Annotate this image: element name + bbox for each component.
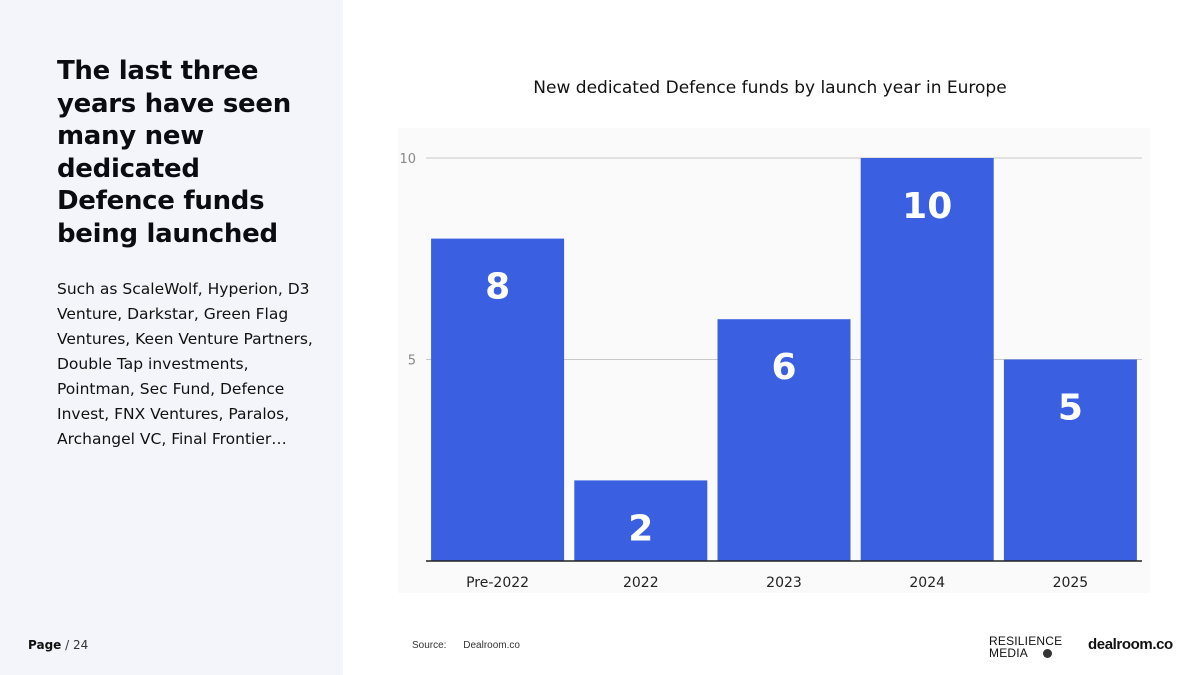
bar-2022 bbox=[574, 480, 708, 561]
x-tick-label-2023: 2023 bbox=[766, 575, 802, 591]
bar-2025 bbox=[1003, 359, 1137, 561]
chart-title: New dedicated Defence funds by launch ye… bbox=[533, 78, 1007, 98]
source-note: Source: Dealroom.co bbox=[412, 640, 520, 651]
page-number: Page / 24 bbox=[28, 638, 88, 652]
bar-2024 bbox=[860, 158, 994, 561]
left-panel bbox=[0, 0, 343, 675]
resilience-media-logo: RESILIENCE MEDIA bbox=[989, 635, 1062, 659]
resilience-logo-line1: RESILIENCE bbox=[989, 634, 1063, 648]
y-tick-label-5: 5 bbox=[408, 354, 416, 369]
data-label-2024: 10 bbox=[902, 186, 952, 227]
data-label-2022: 2 bbox=[628, 508, 653, 549]
x-tick-label-2024: 2024 bbox=[909, 575, 945, 591]
page-label: Page bbox=[28, 638, 62, 652]
bar-2023 bbox=[717, 319, 851, 561]
y-tick-label-10: 10 bbox=[399, 152, 416, 167]
dealroom-logo: dealroom.co bbox=[1088, 636, 1173, 653]
slide-body-text: Such as ScaleWolf, Hyperion, D3 Venture,… bbox=[57, 280, 313, 448]
bar-chart: 5 10 8 Pre-2022 2 2022 6 2023 10 2024 5 2025 bbox=[398, 128, 1150, 593]
source-label: Source: bbox=[412, 640, 447, 651]
source-value: Dealroom.co bbox=[463, 640, 520, 651]
resilience-logo-line2: MEDIA bbox=[989, 646, 1028, 660]
x-tick-label-pre-2022: Pre-2022 bbox=[466, 575, 529, 591]
page-total: / 24 bbox=[65, 638, 89, 652]
data-label-pre-2022: 8 bbox=[485, 267, 510, 308]
globe-icon bbox=[1042, 649, 1052, 658]
x-tick-label-2022: 2022 bbox=[623, 575, 659, 591]
bar-pre-2022 bbox=[431, 238, 565, 561]
data-label-2023: 6 bbox=[771, 347, 796, 388]
x-tick-label-2025: 2025 bbox=[1053, 575, 1089, 591]
slide-headline: The last three years have seen many new … bbox=[57, 56, 291, 249]
data-label-2025: 5 bbox=[1058, 388, 1083, 429]
